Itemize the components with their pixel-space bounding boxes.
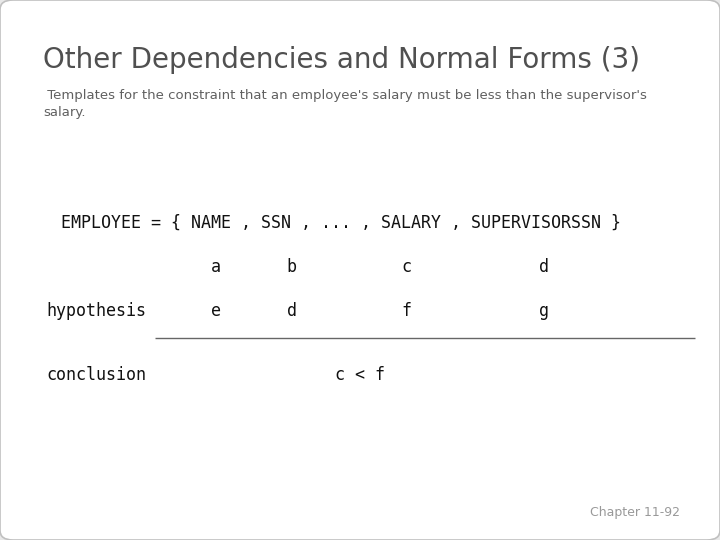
Text: f: f	[402, 301, 412, 320]
Text: b: b	[287, 258, 297, 276]
Text: c: c	[402, 258, 412, 276]
Text: hypothesis: hypothesis	[47, 301, 147, 320]
Text: d: d	[539, 258, 549, 276]
Text: c < f: c < f	[335, 366, 385, 384]
Text: g: g	[539, 301, 549, 320]
Text: Chapter 11-92: Chapter 11-92	[590, 507, 680, 519]
Text: Templates for the constraint that an employee's salary must be less than the sup: Templates for the constraint that an emp…	[43, 89, 647, 119]
Text: a: a	[211, 258, 221, 276]
Text: conclusion: conclusion	[47, 366, 147, 384]
Text: e: e	[211, 301, 221, 320]
Text: EMPLOYEE = { NAME , SSN , ... , SALARY , SUPERVISORSSN }: EMPLOYEE = { NAME , SSN , ... , SALARY ,…	[61, 213, 621, 231]
Text: Other Dependencies and Normal Forms (3): Other Dependencies and Normal Forms (3)	[43, 46, 640, 74]
Text: d: d	[287, 301, 297, 320]
